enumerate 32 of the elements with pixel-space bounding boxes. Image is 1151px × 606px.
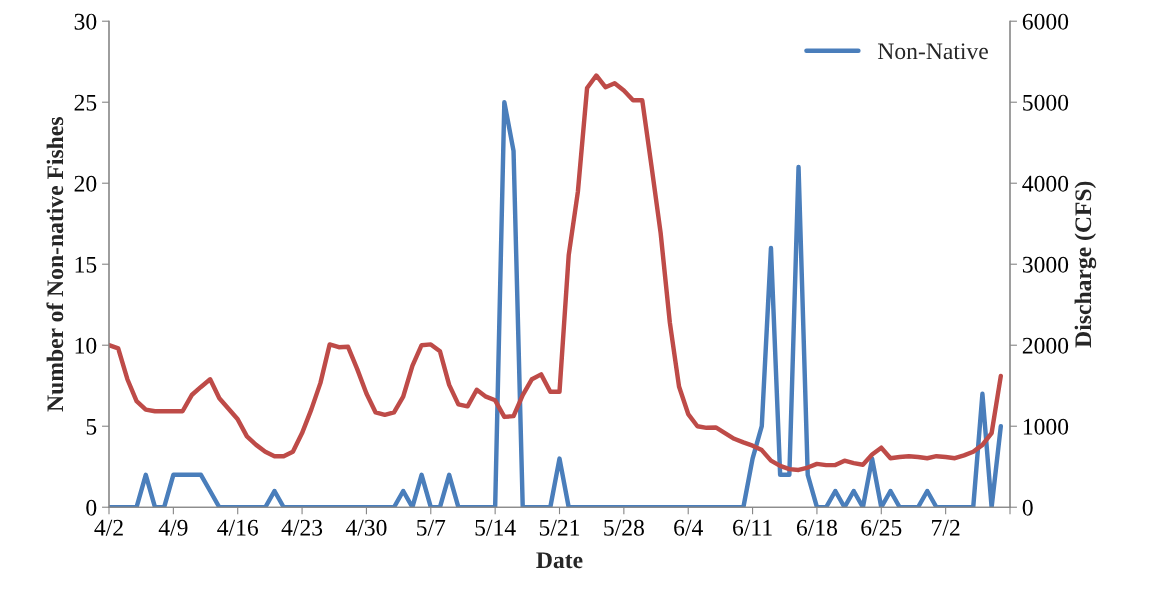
y-tick-label: 20	[74, 175, 97, 192]
x-tick-label: 7/2	[932, 519, 960, 536]
x-tick-label: 6/4	[674, 519, 703, 536]
y-tick-label: 15	[75, 256, 97, 273]
legend-label: Non-Native	[877, 43, 988, 60]
y2-tick-label: 4000	[1022, 175, 1069, 192]
y-tick-label: 0	[86, 499, 97, 516]
y-tick-label: 25	[74, 94, 97, 111]
x-tick-label: 5/28	[604, 519, 644, 536]
x-tick-label: 5/7	[417, 519, 446, 536]
y2-tick-label: 1000	[1023, 418, 1069, 435]
y-tick-label: 10	[75, 337, 97, 354]
x-tick-label: 6/11	[733, 519, 772, 536]
y2-tick-label: 3000	[1022, 256, 1069, 273]
y-axis-title: Number of Non-native Fishes	[46, 117, 64, 412]
y2-axis-title: Discharge (CFS)	[1074, 181, 1097, 348]
x-tick-label: 4/23	[281, 519, 323, 536]
x-tick-label: 5/21	[539, 519, 580, 536]
x-axis-title: Date	[536, 552, 583, 569]
x-tick-label: 4/2	[94, 519, 123, 536]
y-tick-label: 5	[86, 418, 97, 435]
x-tick-label: 4/9	[158, 519, 188, 536]
y-tick-label: 30	[74, 13, 97, 30]
y2-tick-label: 2000	[1022, 337, 1069, 354]
x-tick-label: 5/14	[475, 519, 516, 536]
y2-tick-label: 5000	[1023, 94, 1069, 111]
y2-tick-label: 0	[1022, 499, 1033, 516]
y2-tick-label: 6000	[1022, 13, 1069, 30]
x-tick-label: 6/18	[796, 519, 838, 536]
x-tick-label: 4/30	[345, 519, 387, 536]
x-tick-label: 4/16	[217, 519, 258, 536]
x-tick-label: 6/25	[861, 519, 902, 536]
